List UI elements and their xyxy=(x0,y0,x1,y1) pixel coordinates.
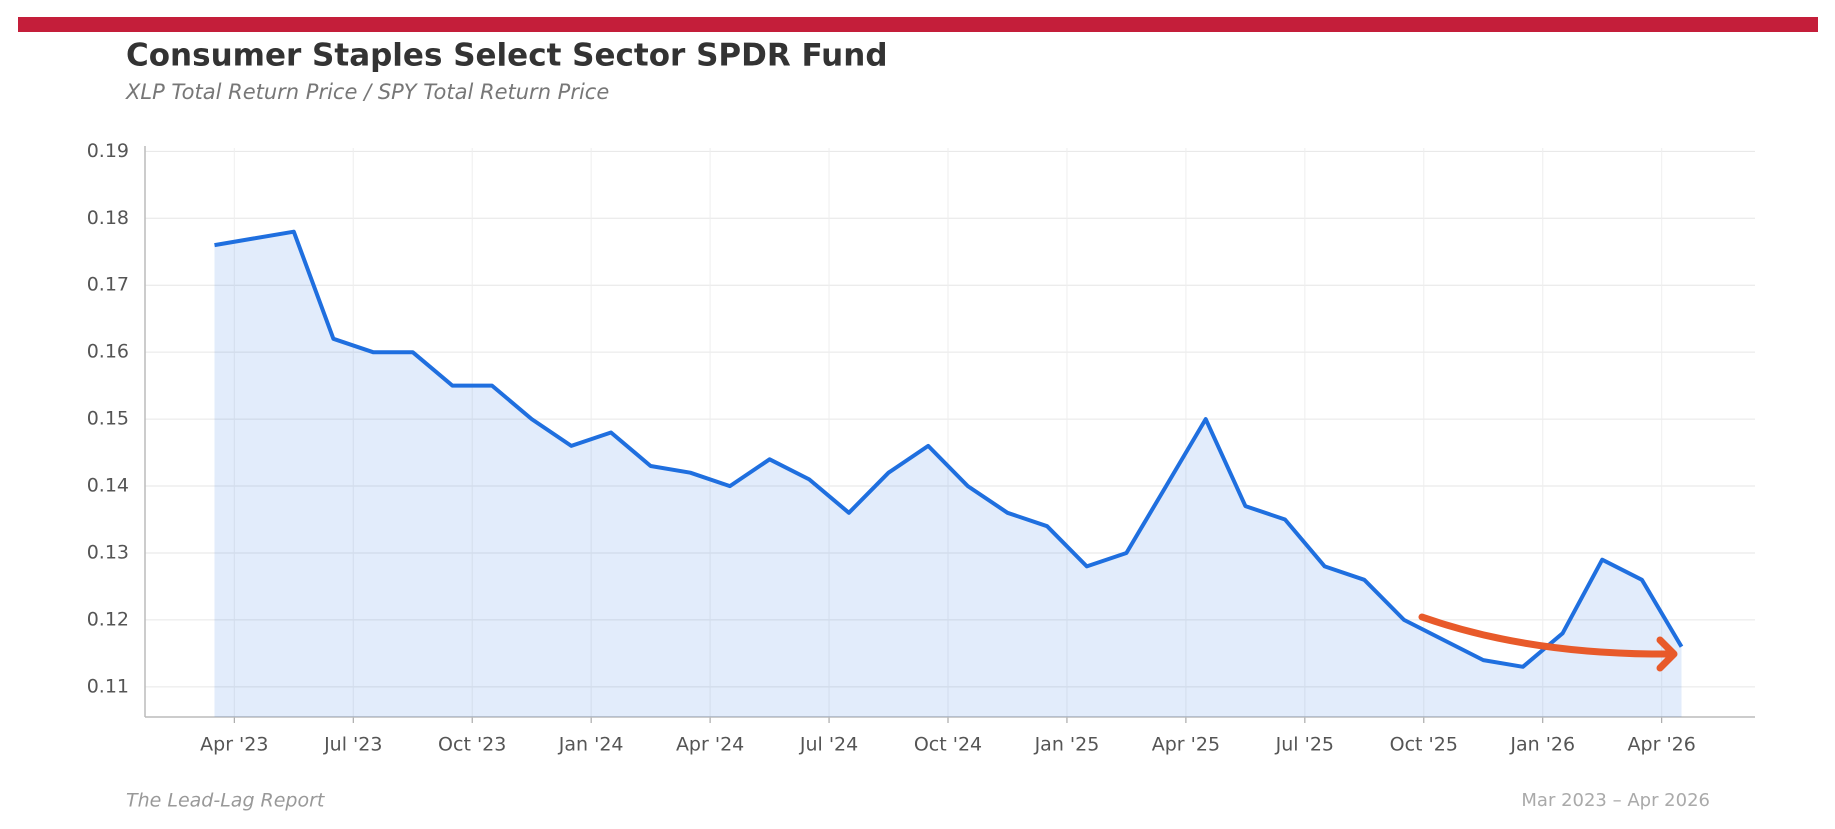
chart-subtitle: XLP Total Return Price / SPY Total Retur… xyxy=(125,80,609,104)
y-tick-label: 0.14 xyxy=(87,475,129,497)
x-tick-label: Oct '25 xyxy=(1390,734,1458,756)
x-tick-label: Jul '23 xyxy=(323,734,382,756)
x-tick-label: Apr '25 xyxy=(1152,734,1220,756)
x-tick-label: Jan '24 xyxy=(558,734,624,756)
y-tick-label: 0.18 xyxy=(87,207,129,229)
trend-arrowhead xyxy=(1656,636,1678,672)
plot: 0.11 0.12 0.13 0.14 0.15 0.16 0.17 0.18 0.19 Apr … xyxy=(87,140,1755,756)
date-range: Mar 2023 – Apr 2026 xyxy=(1521,790,1710,811)
x-tick-label: Apr '24 xyxy=(676,734,744,756)
x-tick-label: Apr '23 xyxy=(200,734,268,756)
trend-arrow xyxy=(1418,613,1674,658)
x-tick-label: Oct '23 xyxy=(438,734,506,756)
y-tick-label: 0.19 xyxy=(87,140,129,162)
x-tick-label: Jul '24 xyxy=(799,734,858,756)
y-tick-label: 0.13 xyxy=(87,541,129,563)
x-tick-label: Jul '25 xyxy=(1275,734,1334,756)
area xyxy=(214,231,1682,717)
y-tick-label: 0.17 xyxy=(87,274,129,296)
source: The Lead-Lag Report xyxy=(126,790,326,812)
x-tick-label: Jan '25 xyxy=(1034,734,1100,756)
x-tick-label: Jan '26 xyxy=(1509,734,1575,756)
line xyxy=(214,229,1684,669)
y-tick-label: 0.16 xyxy=(87,341,129,363)
x-tick-label: Apr '26 xyxy=(1628,734,1696,756)
chart-title: Consumer Staples Select Sector SPDR Fund xyxy=(126,38,888,74)
y-tick-label: 0.15 xyxy=(87,408,129,430)
y-tick-label: 0.11 xyxy=(87,675,129,697)
header-bar xyxy=(18,17,1818,32)
x-tick-label: Oct '24 xyxy=(914,734,982,756)
y-tick-label: 0.12 xyxy=(87,608,129,630)
